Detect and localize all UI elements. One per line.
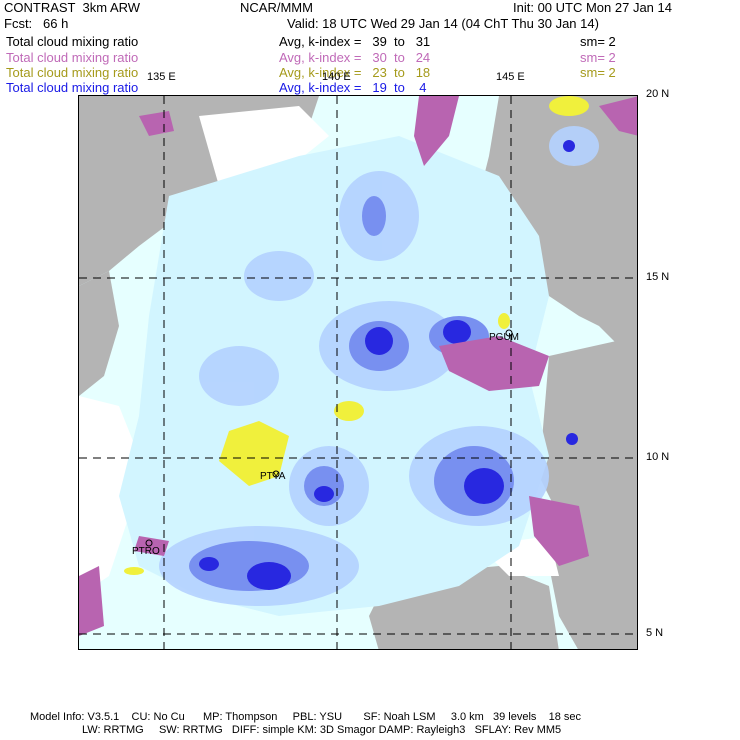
station-label-ptya: PTYA bbox=[260, 471, 286, 482]
station-marker-ptro bbox=[145, 539, 153, 547]
cloud-yellow bbox=[124, 96, 589, 575]
lon-label-140: 140 E bbox=[322, 71, 351, 83]
yellow-patch-b bbox=[334, 401, 364, 421]
institution-label: NCAR/MMM bbox=[240, 0, 313, 15]
purple-patch-c bbox=[439, 336, 549, 391]
cloud-max-b bbox=[443, 320, 471, 344]
cloud-max-c bbox=[464, 468, 504, 504]
field-avg-4: Avg, k-index = 19 to 4 bbox=[279, 80, 427, 95]
lat-label-15: 15 N bbox=[646, 271, 670, 283]
cloud-purple bbox=[79, 96, 637, 636]
cloud-map: PGUM PTYA PTRO bbox=[78, 95, 638, 650]
lon-label-145: 145 E bbox=[496, 71, 525, 83]
cloud-core-a bbox=[362, 196, 386, 236]
cloud-max-e bbox=[199, 557, 219, 571]
model-info-line2: LW: RRTMG SW: RRTMG DIFF: simple KM: 3D … bbox=[30, 724, 562, 736]
station-marker-ptya bbox=[272, 470, 280, 478]
field-name-3: Total cloud mixing ratio bbox=[6, 65, 139, 80]
cloud-blob-g bbox=[199, 346, 279, 406]
purple-patch-a bbox=[414, 96, 459, 166]
station-label-pgum: PGUM bbox=[489, 332, 519, 343]
field-name-2: Total cloud mixing ratio bbox=[6, 50, 139, 65]
model-title: CONTRAST 3km ARW bbox=[4, 0, 141, 15]
field-sm-3: sm= 2 bbox=[580, 65, 616, 80]
graticule bbox=[79, 96, 637, 649]
yellow-patch-e bbox=[124, 567, 144, 575]
cloud-dark-blue bbox=[199, 140, 578, 590]
purple-patch-e bbox=[79, 566, 104, 636]
cloud-max-g bbox=[563, 140, 575, 152]
white-region-w bbox=[79, 396, 139, 596]
lat-label-5: 5 N bbox=[646, 627, 664, 639]
field-name-4: Total cloud mixing ratio bbox=[6, 80, 139, 95]
lat-label-20: 20 N bbox=[646, 88, 670, 100]
cloud-max-f bbox=[566, 433, 578, 445]
field-sm-2: sm= 2 bbox=[580, 50, 616, 65]
yellow-patch-c bbox=[549, 96, 589, 116]
station-markers bbox=[145, 329, 513, 547]
cloud-blob-b bbox=[244, 251, 314, 301]
purple-patch-d bbox=[529, 496, 589, 566]
valid-time: Valid: 18 UTC Wed 29 Jan 14 (04 ChT Thu … bbox=[287, 16, 599, 31]
lat-label-10: 10 N bbox=[646, 451, 670, 463]
station-marker-pgum bbox=[505, 329, 513, 337]
purple-patch-g bbox=[599, 96, 637, 136]
field-name-1: Total cloud mixing ratio bbox=[6, 34, 139, 49]
white-region-n bbox=[199, 106, 329, 186]
field-avg-1: Avg, k-index = 39 to 31 bbox=[279, 34, 431, 49]
purple-patch-f bbox=[134, 536, 169, 556]
gray-region-w bbox=[79, 271, 119, 396]
field-avg-2: Avg, k-index = 30 to 24 bbox=[279, 50, 431, 65]
cloud-max-d bbox=[247, 562, 291, 590]
map-canvas bbox=[79, 96, 637, 649]
lon-label-135: 135 E bbox=[147, 71, 176, 83]
field-sm-1: sm= 2 bbox=[580, 34, 616, 49]
init-time: Init: 00 UTC Mon 27 Jan 14 bbox=[513, 0, 672, 15]
forecast-hour: Fcst: 66 h bbox=[4, 16, 69, 31]
cloud-max-h bbox=[314, 486, 334, 502]
yellow-patch-d bbox=[498, 313, 510, 329]
cloud-max-a bbox=[365, 327, 393, 355]
purple-patch-b bbox=[139, 111, 174, 136]
station-label-ptro: PTRO bbox=[132, 546, 160, 557]
field-avg-3: Avg, k-index = 23 to 18 bbox=[279, 65, 431, 80]
yellow-patch-a bbox=[219, 421, 289, 486]
gray-region-ne bbox=[479, 96, 637, 351]
model-info-line1: Model Info: V3.5.1 CU: No Cu MP: Thompso… bbox=[30, 711, 582, 723]
gray-region-e bbox=[539, 336, 637, 649]
